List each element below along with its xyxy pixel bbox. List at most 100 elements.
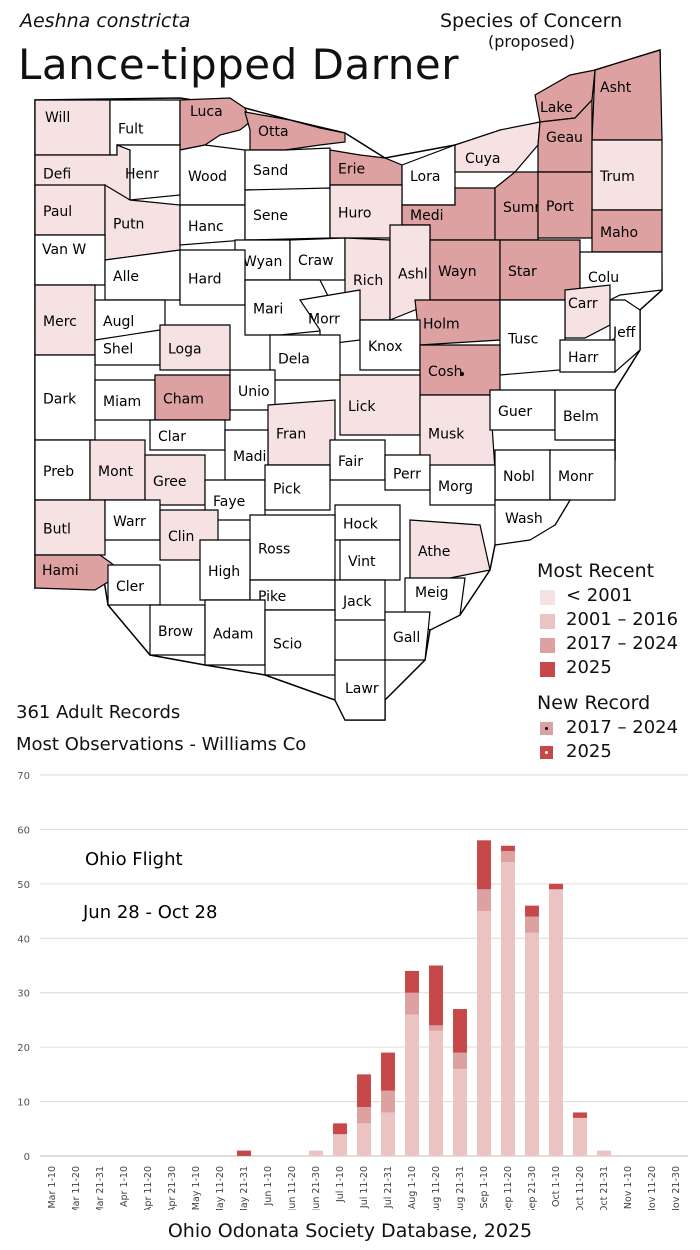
legend-swatch-2017-2024 bbox=[540, 638, 555, 653]
county-label: Craw bbox=[298, 253, 334, 269]
county-label: Adam bbox=[213, 627, 253, 643]
x-tick-label: Sep 1-10 bbox=[479, 1166, 490, 1209]
ohio-county-map: Will Fult Luca Otta Lake Asht Defi Henr Wood Sand… bbox=[34, 48, 663, 721]
chart-x-ticks: Mar 1-10 Mar 11-20 Mar 21-31 Apr 1-10 Apr 11… bbox=[47, 1166, 682, 1210]
county-label: High bbox=[208, 564, 240, 580]
county-label: Gall bbox=[393, 630, 420, 646]
legend-new-swatch-2025 bbox=[540, 746, 553, 759]
county-label: Harr bbox=[568, 350, 599, 366]
county-shape bbox=[554, 389, 616, 441]
bar-segment bbox=[573, 1117, 587, 1156]
county-label: Fair bbox=[338, 454, 363, 470]
county-label: Belm bbox=[563, 409, 599, 425]
county-label: Wood bbox=[188, 169, 227, 185]
x-tick-label: Oct 21-31 bbox=[599, 1166, 610, 1210]
county-label: Otta bbox=[258, 124, 289, 140]
county-label: Sene bbox=[253, 208, 288, 224]
county-label: Geau bbox=[546, 130, 583, 146]
y-tick-label: 20 bbox=[17, 1043, 30, 1054]
county-shape bbox=[409, 519, 491, 581]
county-label: Nobl bbox=[503, 469, 535, 485]
county-label: Carr bbox=[568, 296, 598, 312]
x-tick-label: May 21-31 bbox=[239, 1166, 250, 1210]
x-tick-label: Nov 1-10 bbox=[623, 1166, 634, 1209]
x-tick-label: Aug 1-10 bbox=[407, 1166, 418, 1209]
county-label: Fult bbox=[118, 122, 144, 138]
county-label: Mari bbox=[253, 302, 283, 318]
x-tick-label: Oct 11-20 bbox=[575, 1166, 586, 1210]
county-label: Hanc bbox=[188, 219, 224, 235]
bar-segment bbox=[357, 1123, 371, 1156]
bar-segment bbox=[501, 862, 515, 1156]
county-label: Trum bbox=[599, 169, 635, 185]
county-label: Ross bbox=[258, 542, 290, 558]
record-count: 361 Adult Records bbox=[16, 702, 181, 723]
conservation-status-note: (proposed) bbox=[488, 32, 575, 51]
bar-segment bbox=[357, 1074, 371, 1108]
bar-segment bbox=[381, 1112, 395, 1156]
county-label: Wyan bbox=[243, 254, 282, 270]
county-label: Asht bbox=[600, 80, 632, 96]
legend-swatch-2001-2016 bbox=[540, 614, 555, 629]
county-label: Holm bbox=[423, 317, 460, 333]
county-label: Hock bbox=[343, 517, 379, 533]
county-label: Miam bbox=[103, 394, 141, 410]
bar-segment bbox=[477, 840, 491, 890]
most-observations: Most Observations - Williams Co bbox=[16, 734, 307, 755]
county-label: Morg bbox=[438, 479, 473, 495]
y-tick-label: 70 bbox=[17, 771, 30, 782]
bar-segment bbox=[549, 889, 563, 1156]
bar-segment bbox=[453, 1009, 467, 1053]
x-tick-label: Jun 1-10 bbox=[263, 1166, 274, 1206]
legend-swatch-2025 bbox=[540, 662, 555, 677]
county-shape bbox=[339, 539, 401, 581]
x-tick-label: Mar 1-10 bbox=[47, 1166, 58, 1209]
county-label: Rich bbox=[353, 273, 383, 289]
county-label: Vint bbox=[348, 554, 376, 570]
county-label: Brow bbox=[158, 624, 193, 640]
bar-segment bbox=[549, 883, 563, 890]
x-tick-label: Apr 21-30 bbox=[167, 1166, 178, 1210]
flight-period-chart: 0 10 20 30 40 50 60 70 Mar 1-10 Mar 11-20 Mar 21-… bbox=[17, 771, 688, 1210]
county-label: Knox bbox=[368, 339, 402, 355]
legend-new-title: New Record bbox=[537, 692, 651, 714]
x-tick-label: Jun 21-30 bbox=[311, 1166, 322, 1210]
chart-y-ticks: 0 10 20 30 40 50 60 70 bbox=[17, 771, 30, 1163]
county-label: Cham bbox=[163, 392, 204, 408]
county-layer: Will Fult Luca Otta Lake Asht Defi Henr Wood Sand… bbox=[34, 48, 663, 721]
legend-recent-title: Most Recent bbox=[537, 560, 655, 582]
bar-segment bbox=[477, 889, 491, 912]
county-label: Star bbox=[508, 264, 537, 280]
county-shape bbox=[34, 99, 111, 156]
county-label: Summ bbox=[503, 200, 548, 216]
county-label: Unio bbox=[238, 384, 270, 400]
county-label: Morr bbox=[308, 312, 340, 328]
x-tick-label: Apr 11-20 bbox=[143, 1166, 154, 1210]
county-label: Paul bbox=[43, 204, 72, 220]
county-shape bbox=[334, 659, 386, 721]
bar-segment bbox=[405, 992, 419, 1015]
bar-segment bbox=[501, 851, 515, 863]
x-tick-label: Sep 21-30 bbox=[527, 1166, 538, 1210]
bar-segment bbox=[453, 1068, 467, 1156]
county-label: Maho bbox=[600, 225, 638, 241]
x-tick-label: Mar 11-20 bbox=[71, 1166, 82, 1210]
county-label: Athe bbox=[418, 544, 450, 560]
y-tick-label: 60 bbox=[17, 825, 30, 836]
bar-segment bbox=[597, 1150, 611, 1156]
bar-segment bbox=[525, 916, 539, 933]
county-label: Sand bbox=[253, 163, 288, 179]
bar-segment bbox=[429, 965, 443, 1026]
bar-segment bbox=[501, 845, 515, 852]
county-label: Guer bbox=[498, 404, 532, 420]
y-tick-label: 10 bbox=[17, 1098, 30, 1109]
scientific-name: Aeshna constricta bbox=[20, 10, 191, 32]
county-shape bbox=[559, 339, 616, 373]
county-label: Medi bbox=[410, 208, 443, 224]
chart-annotation-range: Jun 28 - Oct 28 bbox=[82, 902, 217, 923]
county-shape bbox=[154, 374, 231, 421]
county-label: Will bbox=[45, 110, 70, 126]
bar-segment bbox=[453, 1052, 467, 1069]
county-shape bbox=[549, 449, 616, 501]
county-label: Erie bbox=[338, 162, 365, 178]
